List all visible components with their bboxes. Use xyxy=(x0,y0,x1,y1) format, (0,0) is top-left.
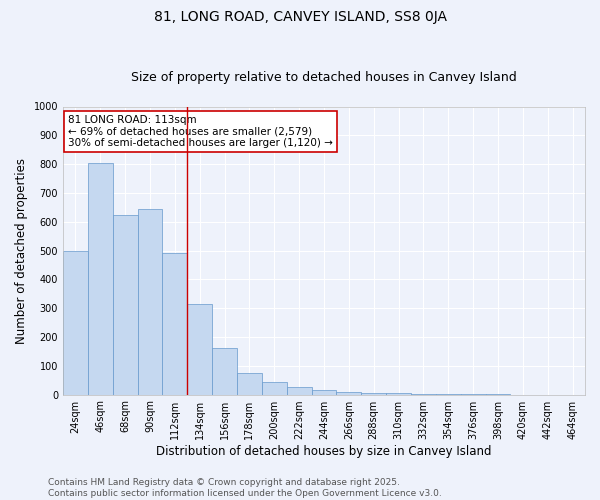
Bar xyxy=(163,254,187,394)
Bar xyxy=(311,390,337,394)
Y-axis label: Number of detached properties: Number of detached properties xyxy=(15,158,28,344)
Bar xyxy=(212,348,237,395)
Bar xyxy=(88,162,113,394)
Bar xyxy=(287,388,311,394)
Bar xyxy=(361,392,386,394)
Bar xyxy=(237,373,262,394)
Text: 81, LONG ROAD, CANVEY ISLAND, SS8 0JA: 81, LONG ROAD, CANVEY ISLAND, SS8 0JA xyxy=(154,10,446,24)
Bar xyxy=(262,382,287,394)
Text: Contains HM Land Registry data © Crown copyright and database right 2025.
Contai: Contains HM Land Registry data © Crown c… xyxy=(48,478,442,498)
X-axis label: Distribution of detached houses by size in Canvey Island: Distribution of detached houses by size … xyxy=(156,444,492,458)
Bar xyxy=(337,392,361,394)
Bar xyxy=(113,214,137,394)
Text: 81 LONG ROAD: 113sqm
← 69% of detached houses are smaller (2,579)
30% of semi-de: 81 LONG ROAD: 113sqm ← 69% of detached h… xyxy=(68,115,333,148)
Bar xyxy=(63,250,88,394)
Title: Size of property relative to detached houses in Canvey Island: Size of property relative to detached ho… xyxy=(131,72,517,85)
Bar xyxy=(386,393,411,394)
Bar xyxy=(187,304,212,394)
Bar xyxy=(137,209,163,394)
